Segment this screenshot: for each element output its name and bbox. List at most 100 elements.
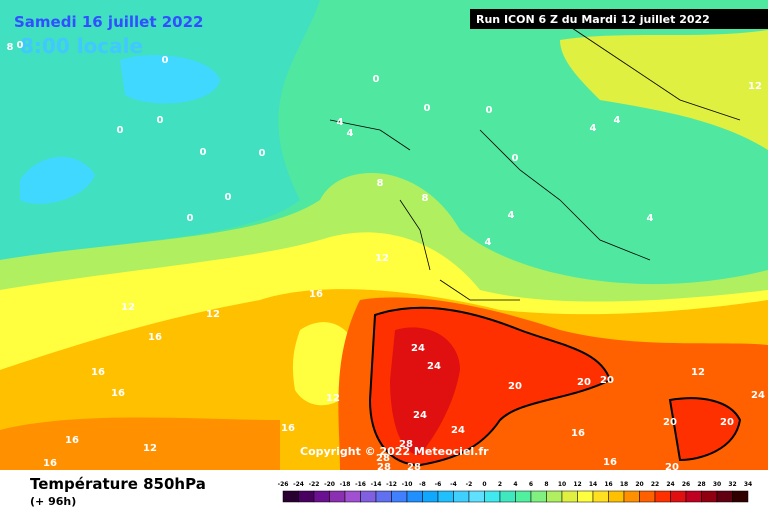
contour-label: 12 bbox=[121, 302, 135, 313]
contour-label: 0 bbox=[259, 148, 266, 159]
colorbar-swatch bbox=[298, 490, 315, 503]
colorbar-swatch bbox=[623, 490, 640, 503]
map-background bbox=[0, 0, 768, 470]
contour-label: 16 bbox=[91, 367, 105, 378]
contour-label: 16 bbox=[281, 423, 295, 434]
contour-label: 8 bbox=[7, 42, 14, 53]
colorbar-swatch bbox=[313, 490, 330, 503]
contour-label: 0 bbox=[162, 55, 169, 66]
contour-label: 4 bbox=[347, 128, 354, 139]
contour-label: 24 bbox=[427, 361, 441, 372]
contour-label: 24 bbox=[411, 343, 425, 354]
colorbar-swatch bbox=[391, 490, 408, 503]
colorbar-tick-label: -16 bbox=[355, 481, 366, 488]
colorbar-tick-label: -22 bbox=[309, 481, 320, 488]
colorbar-swatch bbox=[685, 490, 702, 503]
colorbar-tick-label: -2 bbox=[466, 481, 473, 488]
colorbar-tick-label: -24 bbox=[293, 481, 304, 488]
colorbar-tick-label: -6 bbox=[435, 481, 442, 488]
colorbar-tick-label: -8 bbox=[419, 481, 426, 488]
contour-label: 0 bbox=[373, 74, 380, 85]
colorbar-swatch bbox=[654, 490, 671, 503]
colorbar-tick-label: 24 bbox=[666, 481, 674, 488]
contour-label: 12 bbox=[375, 253, 389, 264]
colorbar-tick-label: 14 bbox=[589, 481, 597, 488]
colorbar-tick-label: -26 bbox=[278, 481, 289, 488]
colorbar-tick-label: 30 bbox=[713, 481, 721, 488]
contour-label: 0 bbox=[187, 213, 194, 224]
contour-label: 0 bbox=[117, 125, 124, 136]
contour-label: 28 bbox=[399, 439, 413, 450]
colorbar-swatch bbox=[329, 490, 346, 503]
contour-label: 12 bbox=[206, 309, 220, 320]
colorbar-tick-label: 22 bbox=[651, 481, 659, 488]
colorbar-swatch bbox=[639, 490, 656, 503]
colorbar-swatch bbox=[515, 490, 532, 503]
colorbar-tick-label: 8 bbox=[544, 481, 548, 488]
contour-label: 28 bbox=[377, 462, 391, 473]
contour-label: 4 bbox=[647, 213, 654, 224]
colorbar-tick-label: 34 bbox=[744, 481, 752, 488]
colorbar-swatch bbox=[561, 490, 578, 503]
contour-label: 16 bbox=[603, 457, 617, 468]
colorbar-tick-label: 6 bbox=[529, 481, 533, 488]
colorbar-swatch bbox=[437, 490, 454, 503]
colorbar-swatch bbox=[670, 490, 687, 503]
colorbar-swatch bbox=[468, 490, 485, 503]
contour-label: 4 bbox=[614, 115, 621, 126]
contour-label: 24 bbox=[451, 425, 465, 436]
colorbar-tick-label: -14 bbox=[371, 481, 382, 488]
contour-label: 0 bbox=[200, 147, 207, 158]
contour-label: 20 bbox=[577, 377, 591, 388]
colorbar-tick-label: 18 bbox=[620, 481, 628, 488]
colorbar-swatch bbox=[453, 490, 470, 503]
footer-lead: (+ 96h) bbox=[30, 495, 76, 508]
contour-label: 20 bbox=[508, 381, 522, 392]
contour-label: 16 bbox=[65, 435, 79, 446]
colorbar-swatch bbox=[608, 490, 625, 503]
contour-label: 0 bbox=[17, 40, 24, 51]
colorbar-tick-label: -12 bbox=[386, 481, 397, 488]
contour-label: 24 bbox=[751, 390, 765, 401]
colorbar-swatch bbox=[499, 490, 516, 503]
colorbar: -26 -24 -22 -20 -18 -16 -14 -12 -10 -8 -6 -4 -2 0 2 4 6 8… bbox=[278, 481, 752, 503]
colorbar-tick-label: 12 bbox=[573, 481, 581, 488]
colorbar-swatch bbox=[592, 490, 609, 503]
contour-label: 0 bbox=[225, 192, 232, 203]
contour-label: 16 bbox=[309, 289, 323, 300]
contour-label: 4 bbox=[337, 117, 344, 128]
colorbar-swatch bbox=[422, 490, 439, 503]
contour-label: 12 bbox=[326, 393, 340, 404]
contour-label: 16 bbox=[571, 428, 585, 439]
colorbar-swatch bbox=[406, 490, 423, 503]
colorbar-swatch bbox=[716, 490, 733, 503]
copyright: Copyright © 2022 Meteociel.fr bbox=[300, 445, 489, 458]
contour-label: 12 bbox=[748, 81, 762, 92]
colorbar-swatch bbox=[282, 490, 299, 503]
colorbar-tick-label: -10 bbox=[402, 481, 413, 488]
colorbar-tick-label: 32 bbox=[728, 481, 736, 488]
contour-label: 20 bbox=[665, 462, 679, 473]
contour-label: 8 bbox=[377, 178, 384, 189]
contour-label: 28 bbox=[376, 453, 390, 464]
colorbar-swatch bbox=[530, 490, 547, 503]
colorbar-swatch bbox=[344, 490, 361, 503]
contour-label: 16 bbox=[111, 388, 125, 399]
colorbar-tick-label: 26 bbox=[682, 481, 690, 488]
contour-label: 24 bbox=[413, 410, 427, 421]
contour-label: 0 bbox=[157, 115, 164, 126]
contour-label: 0 bbox=[512, 153, 519, 164]
colorbar-swatch bbox=[577, 490, 594, 503]
colorbar-swatch bbox=[701, 490, 718, 503]
colorbar-tick-label: -20 bbox=[324, 481, 335, 488]
map-time: 8:00 locale bbox=[20, 34, 143, 58]
map-date: Samedi 16 juillet 2022 bbox=[14, 13, 204, 31]
contour-label: 20 bbox=[663, 417, 677, 428]
contour-label: 8 bbox=[422, 193, 429, 204]
colorbar-tick-label: 28 bbox=[697, 481, 705, 488]
contour-label: 12 bbox=[143, 443, 157, 454]
colorbar-tick-label: 20 bbox=[635, 481, 643, 488]
colorbar-tick-label: 2 bbox=[498, 481, 502, 488]
colorbar-tick-label: 4 bbox=[513, 481, 517, 488]
